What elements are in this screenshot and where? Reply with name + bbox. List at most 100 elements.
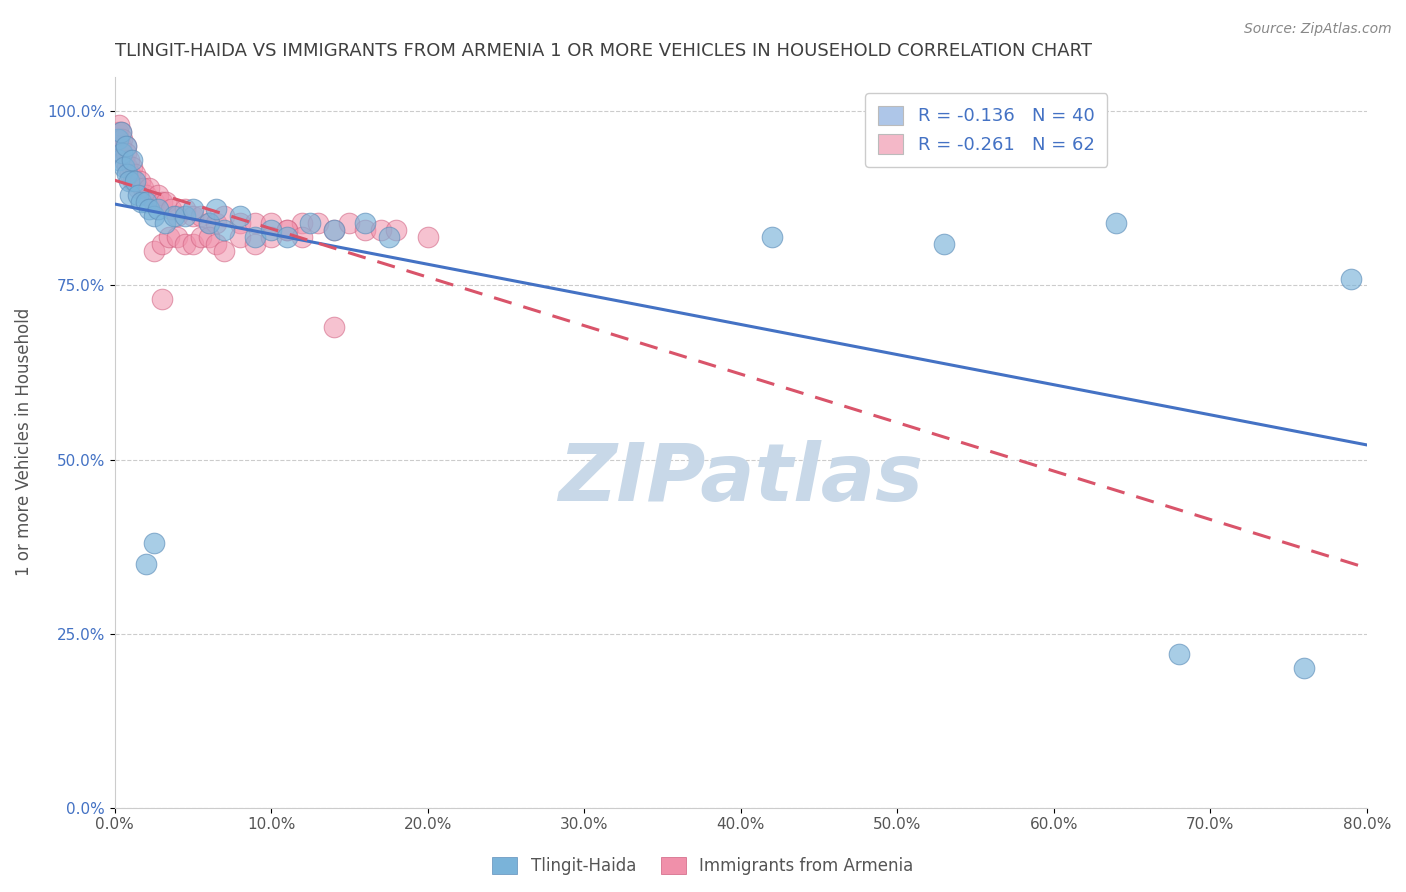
Immigrants from Armenia (260, 229, 283, 244)
Immigrants from Armenia (416, 229, 439, 244)
Immigrants from Armenia (150, 236, 173, 251)
Immigrants from Armenia (322, 320, 344, 334)
Immigrants from Armenia (212, 209, 235, 223)
Immigrants from Armenia (120, 167, 142, 181)
Immigrants from Armenia (190, 229, 212, 244)
Immigrants from Armenia (291, 216, 314, 230)
Immigrants from Armenia (138, 181, 160, 195)
Tlingit-Haida (135, 194, 157, 209)
Immigrants from Armenia (174, 202, 197, 216)
Immigrants from Armenia (166, 209, 188, 223)
Tlingit-Haida (121, 153, 143, 168)
Tlingit-Haida (148, 202, 170, 216)
Tlingit-Haida (129, 194, 152, 209)
Immigrants from Armenia (205, 236, 228, 251)
Tlingit-Haida (118, 174, 141, 188)
Tlingit-Haida (197, 216, 219, 230)
Tlingit-Haida (1168, 648, 1191, 662)
Immigrants from Armenia (107, 125, 129, 139)
Text: ZIPatlas: ZIPatlas (558, 440, 924, 517)
Tlingit-Haida (163, 209, 186, 223)
Legend: R = -0.136   N = 40, R = -0.261   N = 62: R = -0.136 N = 40, R = -0.261 N = 62 (866, 93, 1108, 167)
Immigrants from Armenia (245, 236, 267, 251)
Immigrants from Armenia (370, 223, 392, 237)
Tlingit-Haida (1105, 216, 1128, 230)
Immigrants from Armenia (127, 181, 149, 195)
Immigrants from Armenia (291, 229, 314, 244)
Immigrants from Armenia (157, 229, 180, 244)
Text: Source: ZipAtlas.com: Source: ZipAtlas.com (1244, 22, 1392, 37)
Tlingit-Haida (111, 146, 134, 161)
Immigrants from Armenia (276, 223, 298, 237)
Immigrants from Armenia (114, 146, 136, 161)
Tlingit-Haida (135, 557, 157, 571)
Immigrants from Armenia (128, 174, 150, 188)
Tlingit-Haida (205, 202, 228, 216)
Tlingit-Haida (1340, 271, 1362, 285)
Tlingit-Haida (354, 216, 377, 230)
Tlingit-Haida (299, 216, 322, 230)
Immigrants from Armenia (339, 216, 361, 230)
Immigrants from Armenia (132, 181, 155, 195)
Text: TLINGIT-HAIDA VS IMMIGRANTS FROM ARMENIA 1 OR MORE VEHICLES IN HOUSEHOLD CORRELA: TLINGIT-HAIDA VS IMMIGRANTS FROM ARMENIA… (115, 42, 1091, 60)
Tlingit-Haida (761, 229, 783, 244)
Immigrants from Armenia (148, 188, 170, 202)
Immigrants from Armenia (174, 236, 197, 251)
Immigrants from Armenia (307, 216, 329, 230)
Immigrants from Armenia (112, 153, 135, 168)
Immigrants from Armenia (190, 209, 212, 223)
Legend: Tlingit-Haida, Immigrants from Armenia: Tlingit-Haida, Immigrants from Armenia (485, 850, 921, 882)
Immigrants from Armenia (385, 223, 408, 237)
Tlingit-Haida (107, 132, 129, 146)
Immigrants from Armenia (155, 194, 177, 209)
Y-axis label: 1 or more Vehicles in Household: 1 or more Vehicles in Household (15, 308, 32, 576)
Tlingit-Haida (377, 229, 399, 244)
Tlingit-Haida (115, 167, 138, 181)
Tlingit-Haida (138, 202, 160, 216)
Tlingit-Haida (142, 536, 165, 550)
Tlingit-Haida (174, 209, 197, 223)
Tlingit-Haida (114, 139, 136, 153)
Immigrants from Armenia (181, 236, 204, 251)
Immigrants from Armenia (260, 216, 283, 230)
Immigrants from Armenia (142, 244, 165, 258)
Tlingit-Haida (245, 229, 267, 244)
Immigrants from Armenia (111, 146, 134, 161)
Immigrants from Armenia (245, 216, 267, 230)
Tlingit-Haida (127, 188, 149, 202)
Immigrants from Armenia (115, 160, 138, 174)
Immigrants from Armenia (197, 229, 219, 244)
Immigrants from Armenia (212, 244, 235, 258)
Immigrants from Armenia (121, 160, 143, 174)
Immigrants from Armenia (135, 188, 157, 202)
Immigrants from Armenia (110, 125, 132, 139)
Immigrants from Armenia (111, 132, 134, 146)
Immigrants from Armenia (150, 194, 173, 209)
Immigrants from Armenia (205, 216, 228, 230)
Tlingit-Haida (124, 174, 146, 188)
Tlingit-Haida (142, 209, 165, 223)
Immigrants from Armenia (160, 202, 183, 216)
Tlingit-Haida (181, 202, 204, 216)
Immigrants from Armenia (124, 167, 146, 181)
Immigrants from Armenia (354, 223, 377, 237)
Immigrants from Armenia (150, 293, 173, 307)
Tlingit-Haida (260, 223, 283, 237)
Tlingit-Haida (322, 223, 344, 237)
Tlingit-Haida (153, 216, 176, 230)
Immigrants from Armenia (229, 229, 252, 244)
Immigrants from Armenia (108, 132, 131, 146)
Tlingit-Haida (110, 125, 132, 139)
Immigrants from Armenia (114, 139, 136, 153)
Immigrants from Armenia (122, 174, 145, 188)
Tlingit-Haida (229, 209, 252, 223)
Tlingit-Haida (108, 153, 131, 168)
Immigrants from Armenia (118, 153, 141, 168)
Immigrants from Armenia (166, 229, 188, 244)
Immigrants from Armenia (197, 216, 219, 230)
Immigrants from Armenia (276, 223, 298, 237)
Immigrants from Armenia (108, 119, 131, 133)
Immigrants from Armenia (142, 194, 165, 209)
Tlingit-Haida (276, 229, 298, 244)
Tlingit-Haida (934, 236, 956, 251)
